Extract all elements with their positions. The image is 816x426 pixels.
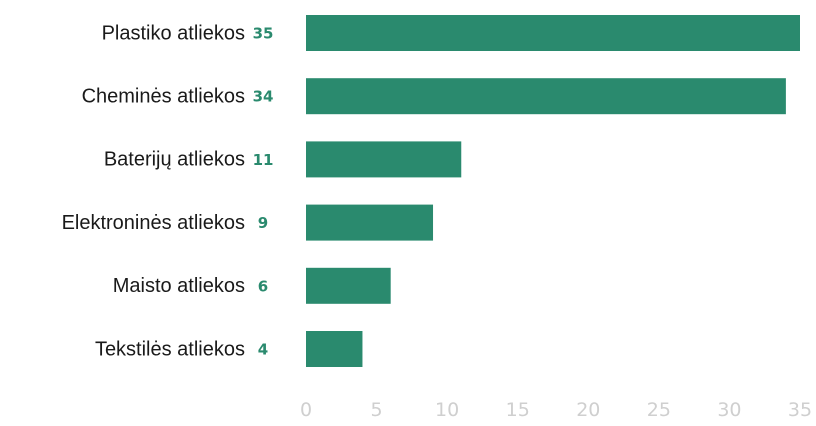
x-tick-label-25: 25 [647,399,671,421]
x-tick-label-0: 0 [300,399,312,421]
x-tick-label-30: 30 [717,399,741,421]
category-label-bateriju-atliekos: Baterijų atliekos [104,149,245,171]
bar-elektronines-atliekos [306,204,434,241]
bar-chemines-atliekos [306,78,786,115]
value-label-bateriju-atliekos: 11 [253,151,274,169]
bar-maisto-atliekos [306,267,391,304]
bar-plastiko-atliekos [306,15,800,51]
x-axis-ticks-group: 0 5 10 15 20 25 30 35 [300,399,812,421]
x-tick-label-10: 10 [435,399,459,421]
x-tick-label-35: 35 [788,399,812,421]
bars-group [306,15,800,367]
category-labels-group: Plastiko atliekos Cheminės atliekos Bateri… [62,22,245,360]
value-labels-group: 35 34 11 9 6 4 [253,25,274,359]
x-tick-label-15: 15 [506,399,530,421]
category-label-elektronines-atliekos: Elektroninės atliekos [62,212,245,234]
x-tick-label-5: 5 [371,399,383,421]
value-label-tekstiles-atliekos: 4 [258,341,268,359]
value-label-maisto-atliekos: 6 [258,277,268,295]
x-tick-label-20: 20 [576,399,600,421]
value-label-plastiko-atliekos: 35 [253,25,274,43]
category-label-chemines-atliekos: Cheminės atliekos [82,85,245,107]
value-label-elektronines-atliekos: 9 [258,214,268,232]
bar-tekstiles-atliekos [306,331,363,367]
bar-bateriju-atliekos [306,141,462,178]
category-label-plastiko-atliekos: Plastiko atliekos [102,22,245,44]
category-label-tekstiles-atliekos: Tekstilės atliekos [95,338,245,360]
value-label-chemines-atliekos: 34 [253,88,274,106]
category-label-maisto-atliekos: Maisto atliekos [113,275,245,297]
